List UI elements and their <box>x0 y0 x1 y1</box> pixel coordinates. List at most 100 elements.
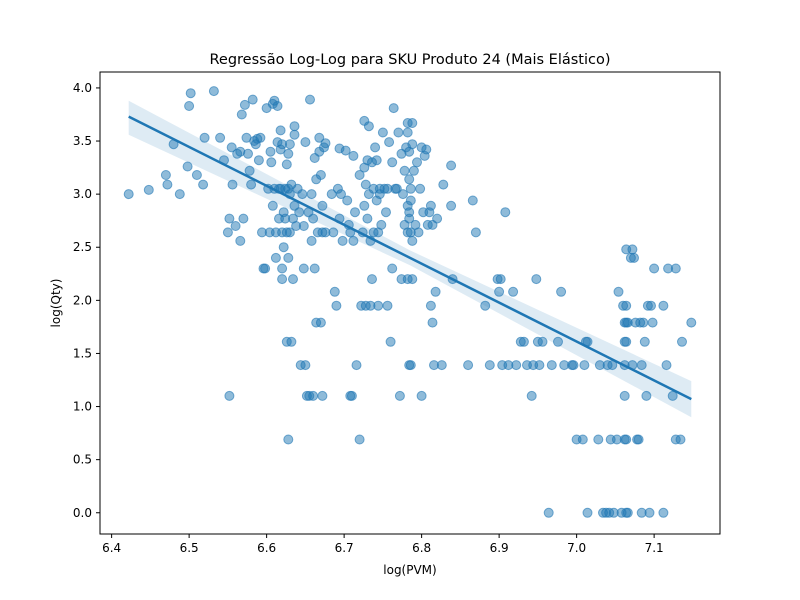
data-point <box>336 189 346 200</box>
data-point <box>283 434 294 445</box>
data-point <box>495 274 506 285</box>
data-point <box>405 195 416 206</box>
data-point <box>537 336 548 347</box>
data-point <box>404 174 415 185</box>
data-point <box>394 390 405 401</box>
data-point <box>405 360 416 371</box>
data-point <box>675 434 686 445</box>
data-point <box>246 179 257 190</box>
data-point <box>446 200 457 211</box>
data-point <box>621 300 632 311</box>
data-point <box>283 252 294 263</box>
data-point <box>266 157 277 168</box>
data-point <box>415 183 426 194</box>
data-point <box>359 200 370 211</box>
data-point <box>543 507 554 518</box>
data-point <box>621 434 632 445</box>
data-point <box>348 235 359 246</box>
data-point <box>619 390 630 401</box>
data-point <box>677 336 687 347</box>
data-point <box>518 336 529 347</box>
data-point <box>387 157 398 168</box>
data-point <box>277 274 288 285</box>
data-point <box>360 179 371 190</box>
x-axis: 6.4 6.5 6.6 6.7 6.8 6.9 7.0 7.1 <box>102 534 664 555</box>
data-point <box>546 360 557 371</box>
data-point <box>235 235 246 246</box>
data-point <box>407 274 418 285</box>
data-point <box>306 235 317 246</box>
data-point <box>208 86 219 97</box>
data-point <box>281 159 292 170</box>
data-point <box>342 195 353 206</box>
data-point <box>467 195 478 206</box>
data-point <box>686 317 697 328</box>
data-point <box>272 101 283 111</box>
data-point <box>314 132 325 143</box>
data-point <box>294 207 305 218</box>
data-point <box>354 170 365 180</box>
data-point <box>331 300 342 311</box>
data-point <box>371 155 382 166</box>
data-point <box>224 213 235 224</box>
data-point <box>579 360 590 371</box>
data-point <box>641 390 652 401</box>
data-point <box>413 227 424 238</box>
x-tick-label: 6.8 <box>412 541 431 555</box>
data-point <box>407 118 418 128</box>
data-point <box>143 184 154 195</box>
data-point <box>658 300 669 311</box>
data-point <box>373 300 384 311</box>
data-point <box>370 142 381 153</box>
data-point <box>198 179 209 190</box>
data-point <box>480 300 491 311</box>
data-point <box>243 148 253 159</box>
data-point <box>300 360 311 371</box>
data-point <box>621 336 632 347</box>
data-point <box>227 179 238 190</box>
data-point <box>260 263 271 274</box>
data-point <box>531 274 542 285</box>
data-point <box>402 127 413 138</box>
data-point <box>298 221 309 231</box>
data-point <box>328 227 339 238</box>
data-point <box>622 507 633 518</box>
x-tick-label: 6.4 <box>102 541 121 555</box>
data-point <box>351 360 362 371</box>
data-point <box>288 274 298 285</box>
data-point <box>568 360 579 371</box>
data-point <box>405 183 416 194</box>
data-point <box>436 360 447 371</box>
data-point <box>224 390 235 401</box>
data-point <box>388 103 399 114</box>
data-point <box>667 390 678 401</box>
data-point <box>416 390 427 401</box>
data-point <box>308 390 319 401</box>
y-tick-label: 0.0 <box>73 506 92 520</box>
data-point <box>255 132 266 143</box>
regression-line <box>128 115 692 401</box>
data-point <box>484 360 495 371</box>
data-point <box>398 189 408 200</box>
y-tick-label: 4.0 <box>73 81 92 95</box>
data-point <box>627 244 638 255</box>
data-point <box>160 170 171 180</box>
data-point <box>399 165 410 176</box>
data-point <box>526 390 537 401</box>
data-point <box>329 286 340 297</box>
data-point <box>174 189 185 200</box>
data-point <box>253 155 264 166</box>
x-tick-label: 7.0 <box>567 541 586 555</box>
data-point <box>407 139 418 150</box>
data-point <box>387 263 398 274</box>
data-point <box>494 286 505 297</box>
data-point <box>230 221 241 231</box>
data-point <box>278 242 289 253</box>
data-point <box>534 360 545 371</box>
y-tick-label: 0.5 <box>73 453 92 467</box>
data-point <box>412 157 422 168</box>
data-point <box>277 263 288 274</box>
data-point <box>577 434 588 445</box>
data-point <box>123 189 134 200</box>
